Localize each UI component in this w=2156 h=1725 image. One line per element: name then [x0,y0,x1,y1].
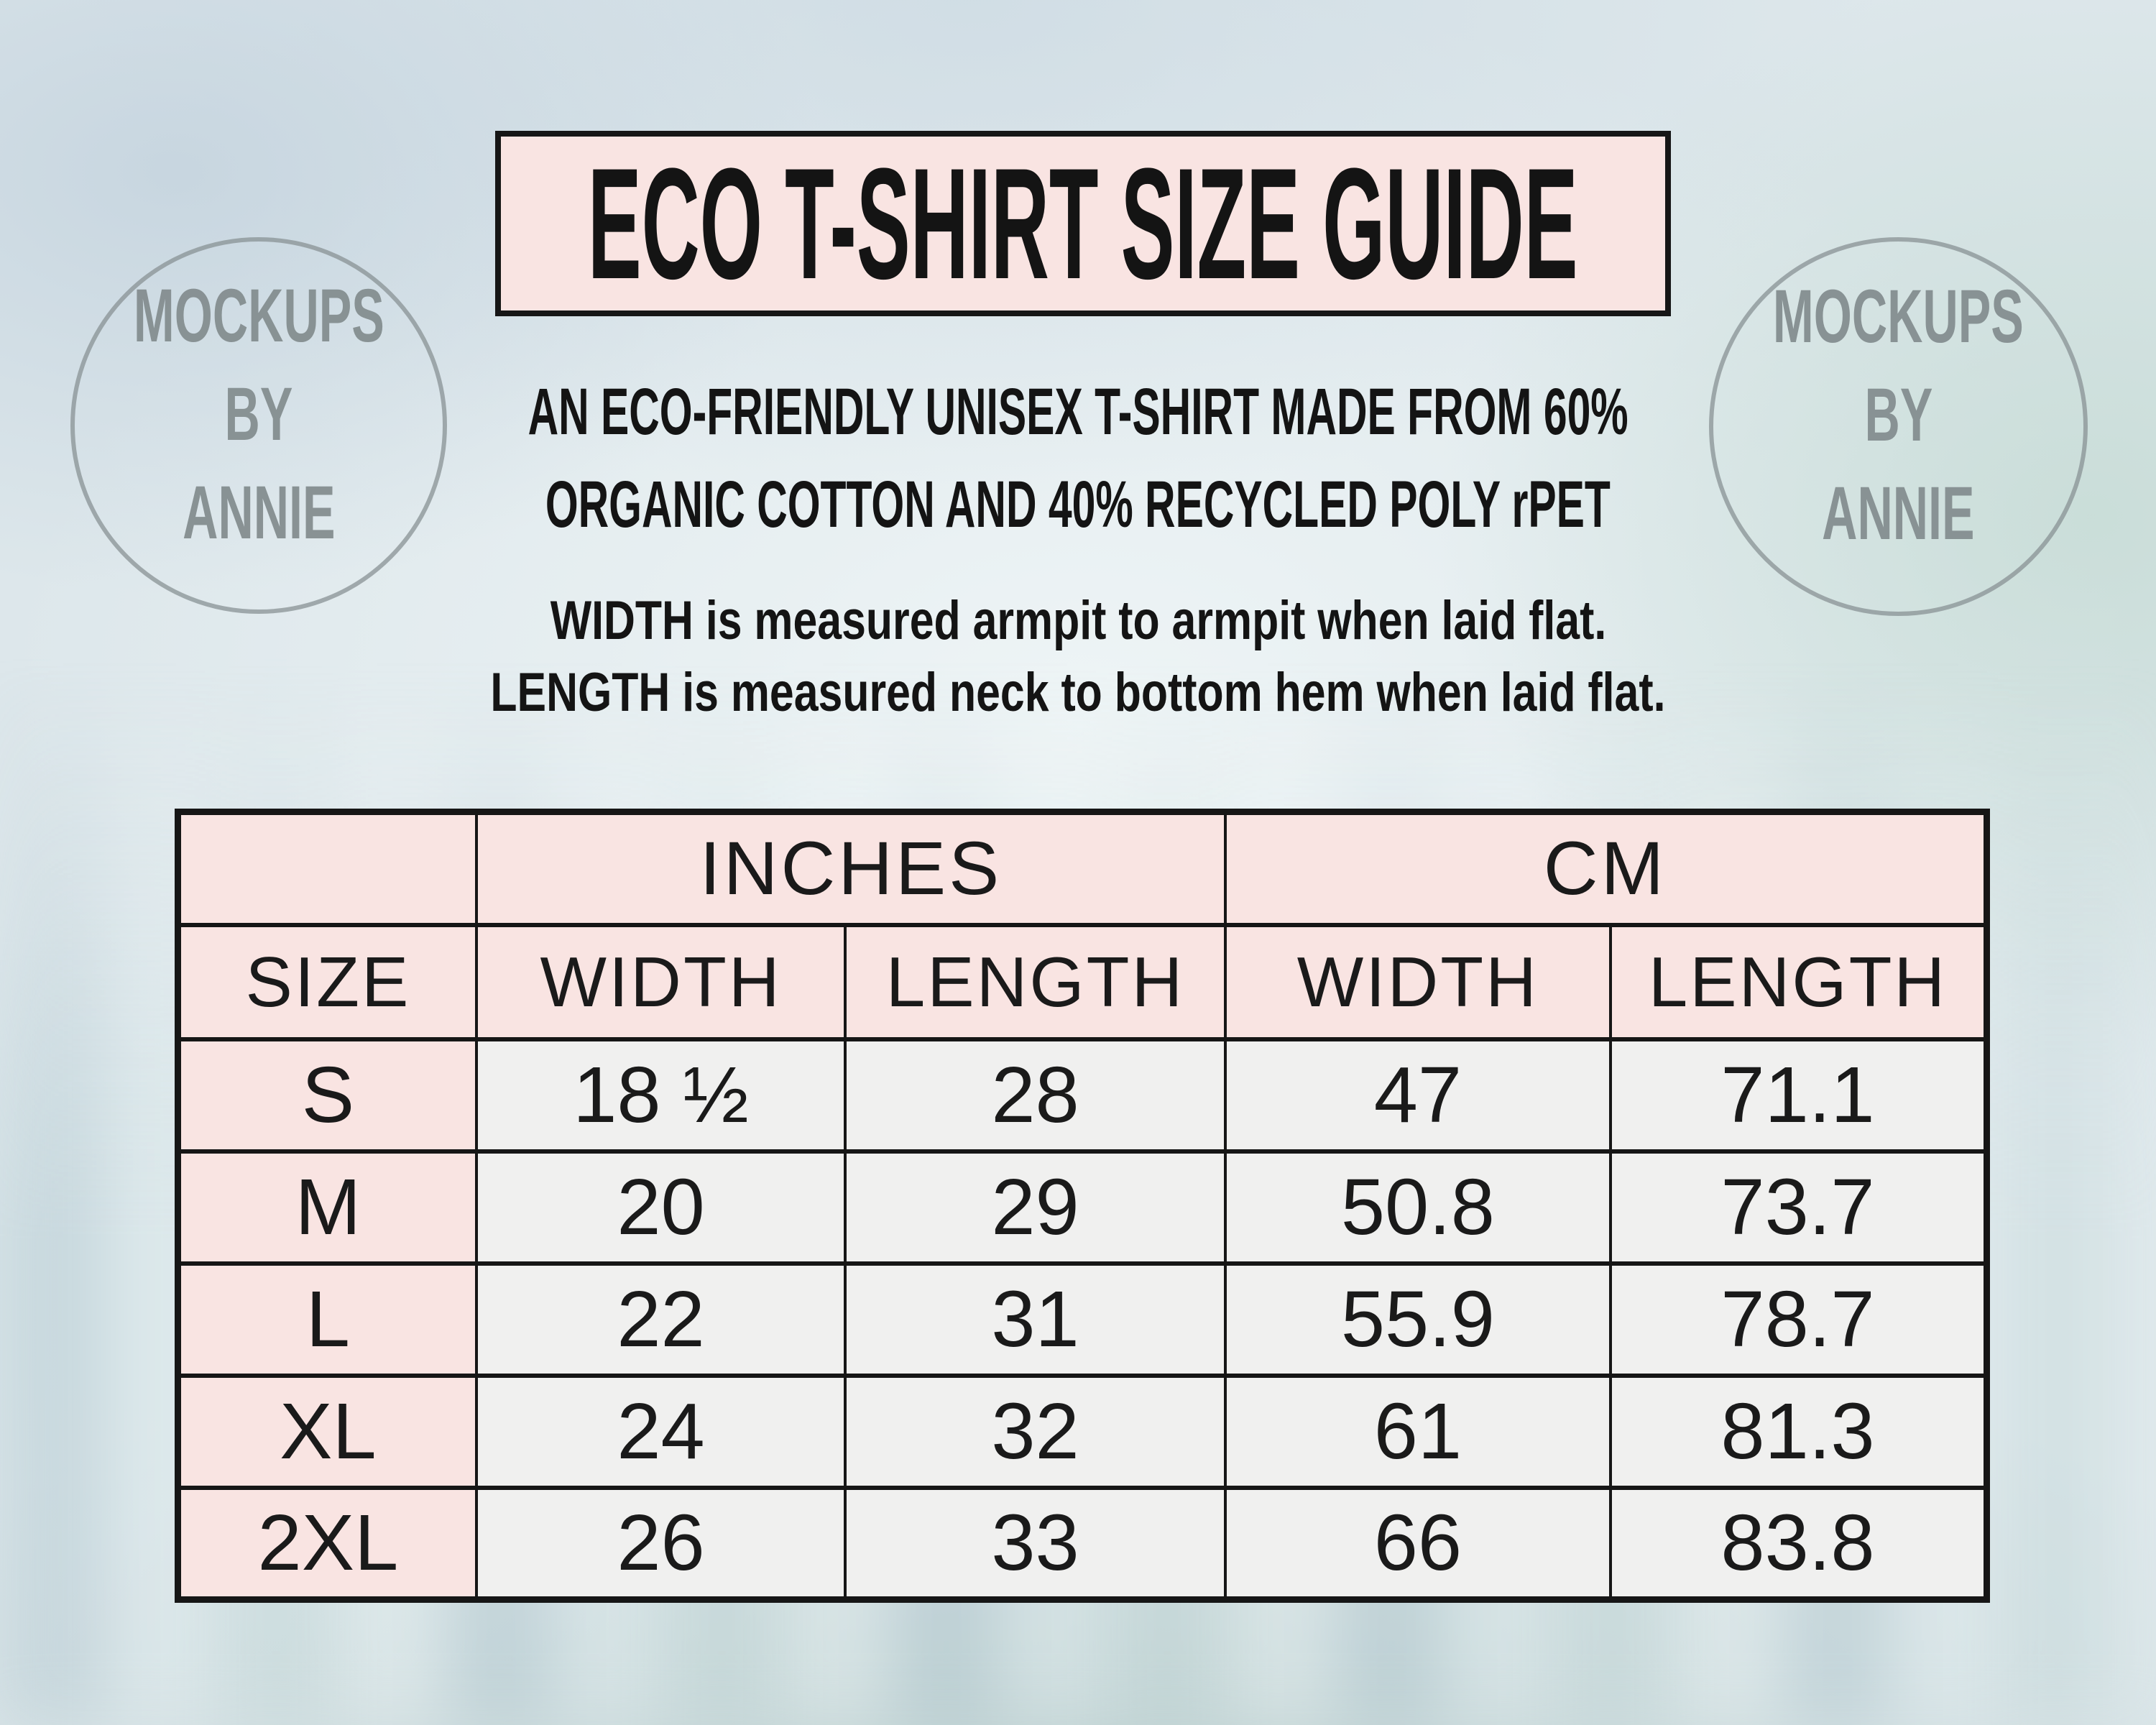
value-cell: 73.7 [1608,1149,1989,1266]
table-row-s: S 18 ½ 28 47 71.1 [176,1036,1989,1154]
subtitle-line-2: ORGANIC COTTON AND 40% RECYCLED POLY rPE… [545,468,1611,541]
product-description: AN ECO-FRIENDLY UNISEX T-SHIRT MADE FROM… [0,375,2156,561]
column-header-width-inches: WIDTH [474,922,847,1041]
value-cell: 28 [844,1036,1227,1154]
size-guide-table: INCHES CM SIZE WIDTH LENGTH WIDTH LENGTH… [175,809,1990,1603]
watermark-line: ANNIE [1822,472,1975,556]
size-cell: S [176,1036,478,1154]
table-row-xl: XL 24 32 61 81.3 [176,1373,1989,1490]
value-cell: 55.9 [1223,1261,1612,1378]
value-cell: 24 [474,1373,847,1490]
watermark-line: MOCKUPS [1773,275,2024,359]
width-note: WIDTH is measured armpit to armpit when … [550,590,1606,651]
value-cell: 83.8 [1608,1485,1989,1602]
table-row-2xl: 2XL 26 33 66 83.8 [176,1485,1989,1602]
value-cell: 29 [844,1149,1227,1266]
page-title: ECO T-SHIRT SIZE GUIDE [588,135,1578,312]
unit-header-row: INCHES CM [176,809,1989,927]
corner-cell [176,809,478,927]
watermark-badge-left: MOCKUPS BY ANNIE [70,237,447,614]
value-cell: 50.8 [1223,1149,1612,1266]
title-banner: ECO T-SHIRT SIZE GUIDE [495,131,1671,316]
length-note: LENGTH is measured neck to bottom hem wh… [490,662,1666,723]
value-cell: 81.3 [1608,1373,1989,1490]
value-cell: 22 [474,1261,847,1378]
value-cell: 47 [1223,1036,1612,1154]
watermark-line: ANNIE [182,470,336,555]
watermark-text: MOCKUPS BY ANNIE [66,273,452,574]
value-cell: 61 [1223,1373,1612,1490]
value-cell: 31 [844,1261,1227,1378]
size-cell: M [176,1149,478,1266]
column-header-size: SIZE [176,922,478,1041]
size-cell: XL [176,1373,478,1490]
value-cell: 32 [844,1373,1227,1490]
watermark-line: MOCKUPS [133,273,384,358]
column-header-row: SIZE WIDTH LENGTH WIDTH LENGTH [176,922,1989,1041]
value-cell: 20 [474,1149,847,1266]
table-row-l: L 22 31 55.9 78.7 [176,1261,1989,1378]
subtitle-line-1: AN ECO-FRIENDLY UNISEX T-SHIRT MADE FROM… [528,375,1628,448]
column-header-length-cm: LENGTH [1608,922,1989,1041]
value-cell: 71.1 [1608,1036,1989,1154]
value-cell: 18 ½ [474,1036,847,1154]
value-cell: 78.7 [1608,1261,1989,1378]
size-cell: 2XL [176,1485,478,1602]
column-header-length-inches: LENGTH [844,922,1227,1041]
table-row-m: M 20 29 50.8 73.7 [176,1149,1989,1266]
watermark-badge-right: MOCKUPS BY ANNIE [1709,237,2088,616]
value-cell: 33 [844,1485,1227,1602]
watermark-line: BY [1864,373,1932,457]
measurement-notes: WIDTH is measured armpit to armpit when … [0,592,2156,736]
size-cell: L [176,1261,478,1378]
unit-header-inches: INCHES [474,809,1227,927]
value-cell: 26 [474,1485,847,1602]
watermark-line: BY [224,372,293,456]
unit-header-cm: CM [1223,809,1989,927]
column-header-width-cm: WIDTH [1223,922,1612,1041]
value-cell: 66 [1223,1485,1612,1602]
watermark-text: MOCKUPS BY ANNIE [1705,279,2091,574]
